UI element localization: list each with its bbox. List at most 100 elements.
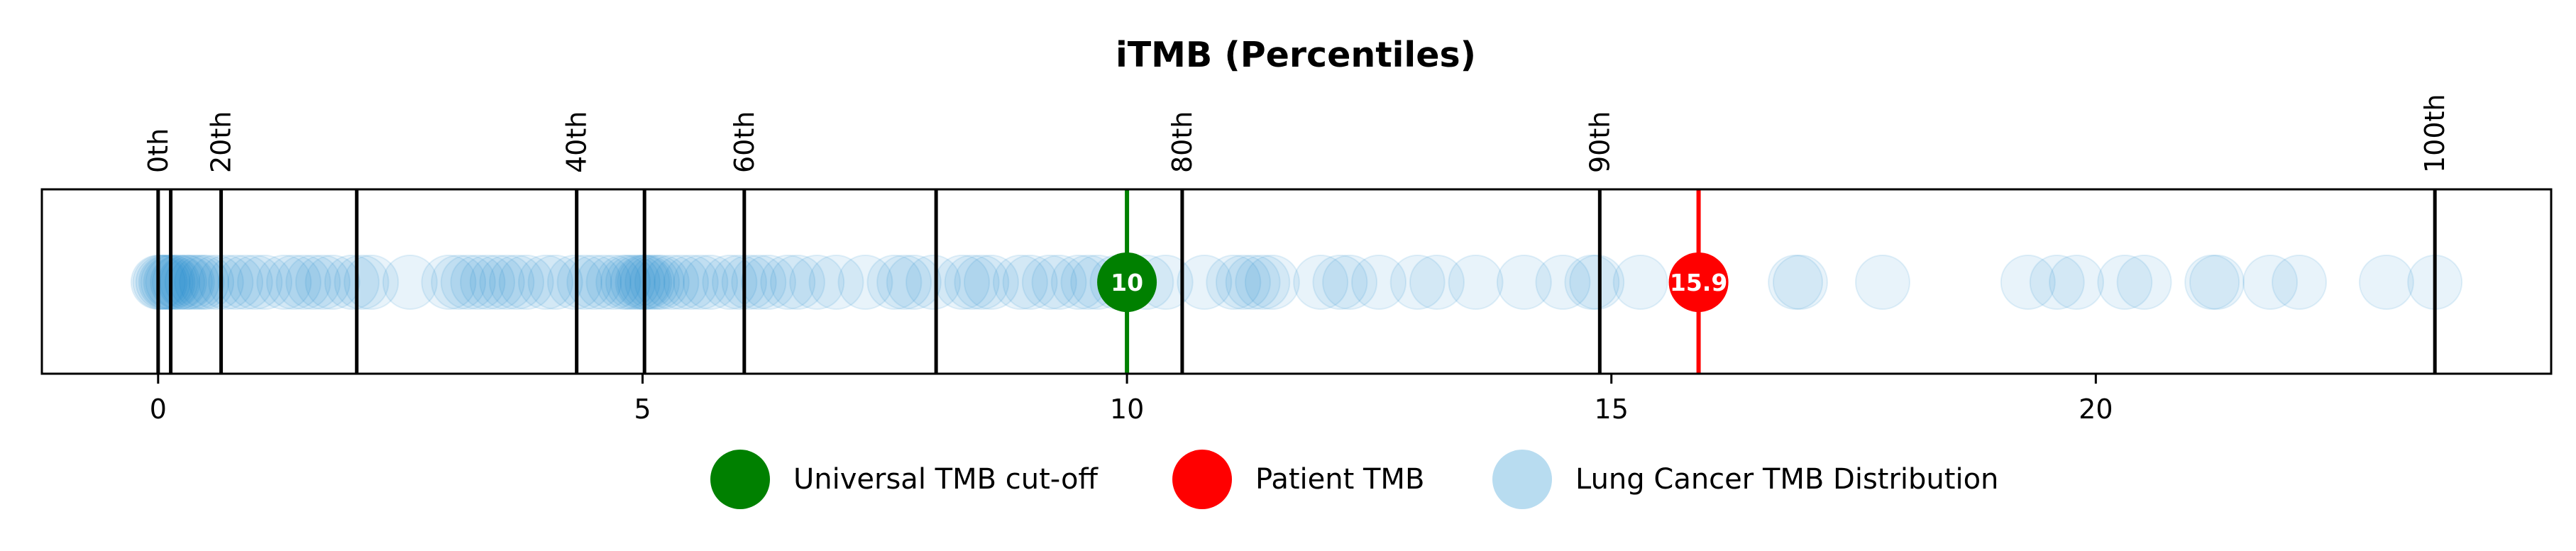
distribution-point	[760, 255, 816, 310]
percentile-label: 0th	[143, 128, 174, 173]
legend-distribution-swatch	[1492, 450, 1552, 509]
distribution-point	[944, 255, 1000, 310]
percentile-label: 90th	[1584, 111, 1615, 173]
plot-frame	[40, 188, 2553, 375]
distribution-point	[431, 255, 487, 310]
distribution-point	[663, 255, 719, 310]
distribution-point	[2272, 255, 2328, 310]
distribution-point	[151, 255, 207, 310]
distribution-point	[1448, 255, 1504, 310]
marker-layer: 10 15.9	[1097, 189, 1729, 374]
chart-title: iTMB (Percentiles)	[1116, 35, 1476, 75]
cutoff-value-label: 10	[1111, 269, 1143, 296]
distribution-point	[721, 255, 777, 310]
distribution-point	[1351, 255, 1407, 310]
distribution-point	[585, 255, 642, 310]
distribution-point	[595, 255, 651, 310]
x-axis: 0 5 10 15 20	[150, 374, 2113, 425]
distribution-point	[159, 255, 215, 310]
distribution-point	[479, 255, 535, 310]
distribution-point	[2184, 255, 2240, 310]
distribution-point	[2049, 255, 2105, 310]
distribution-point	[556, 255, 612, 310]
distribution-point	[421, 255, 477, 310]
distribution-point	[615, 255, 671, 310]
distribution-point	[227, 255, 283, 310]
distribution-point	[517, 255, 573, 310]
legend-patient-label: Patient TMB	[1255, 463, 1424, 496]
distribution-point	[1612, 255, 1668, 310]
distribution-point	[217, 255, 273, 310]
distribution-point	[683, 255, 739, 310]
distribution-point	[174, 255, 230, 310]
distribution-point	[605, 255, 661, 310]
distribution-point	[450, 255, 506, 310]
distribution-point	[886, 255, 942, 310]
distribution-point	[954, 255, 1010, 310]
distribution-point	[1496, 255, 1552, 310]
distribution-point	[1031, 255, 1087, 310]
distribution-point	[837, 255, 893, 310]
distribution-point	[906, 255, 962, 310]
distribution-point	[876, 255, 932, 310]
distribution-point	[2242, 255, 2299, 310]
x-tick-label: 10	[1110, 394, 1144, 425]
distribution-point	[2097, 255, 2153, 310]
distribution-point	[1322, 255, 1378, 310]
distribution-point	[610, 255, 666, 310]
distribution-point	[140, 255, 196, 310]
distribution-point	[488, 255, 544, 310]
distribution-point	[1293, 255, 1349, 310]
distribution-point	[304, 255, 360, 310]
distribution-point	[164, 255, 220, 310]
percentile-label: 100th	[2419, 94, 2450, 173]
x-tick-label: 5	[634, 394, 651, 425]
distribution-point	[469, 255, 525, 310]
distribution-point	[138, 255, 194, 310]
distribution-point	[2189, 255, 2245, 310]
distribution-point	[1312, 255, 1368, 310]
distribution-point	[1235, 255, 1291, 310]
distribution-point	[237, 255, 293, 310]
distribution-point	[1206, 255, 1262, 310]
legend-distribution-label: Lung Cancer TMB Distribution	[1575, 463, 1998, 496]
distribution-point	[992, 255, 1048, 310]
distribution-point	[1564, 255, 1620, 310]
distribution-point	[2116, 255, 2172, 310]
distribution-point	[256, 255, 312, 310]
distribution-point	[188, 255, 244, 310]
distribution-point	[1244, 255, 1300, 310]
percentile-label: 40th	[561, 111, 593, 173]
distribution-point	[275, 255, 331, 310]
distribution-point	[546, 255, 602, 310]
legend-cutoff-swatch	[710, 450, 770, 509]
x-tick-label: 20	[2079, 394, 2113, 425]
distribution-point	[1772, 255, 1828, 310]
legend-patient-swatch	[1172, 450, 1232, 509]
distribution-point	[673, 255, 729, 310]
distribution-point	[498, 255, 554, 310]
distribution-point	[132, 255, 188, 310]
distribution-point	[1389, 255, 1446, 310]
distribution-point	[1177, 255, 1233, 310]
distribution-point	[1225, 255, 1281, 310]
distribution-point	[2000, 255, 2056, 310]
distribution-point	[527, 255, 583, 310]
percentile-lines-layer: 0th 20th 40th 60th 80th 90th 100th	[143, 94, 2450, 374]
distribution-point	[198, 255, 254, 310]
percentile-label: 80th	[1167, 111, 1198, 173]
distribution-point	[963, 255, 1019, 310]
distribution-point	[620, 255, 676, 310]
legend: Universal TMB cut-off Patient TMB Lung Can…	[710, 450, 1998, 509]
distribution-point	[334, 255, 390, 310]
legend-cutoff-label: Universal TMB cut-off	[793, 463, 1099, 496]
distribution-point	[566, 255, 622, 310]
distribution-point	[135, 255, 191, 310]
distribution-point	[624, 255, 681, 310]
distribution-point	[1535, 255, 1591, 310]
distribution-point	[382, 255, 438, 310]
percentile-label: 20th	[206, 111, 237, 173]
distribution-point	[600, 255, 656, 310]
cutoff-marker	[1097, 252, 1157, 312]
